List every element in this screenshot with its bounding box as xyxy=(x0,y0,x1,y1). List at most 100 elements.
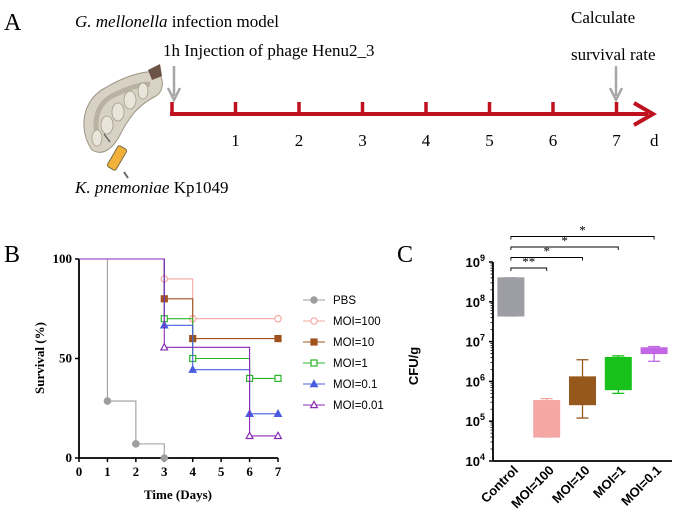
survival-step-line xyxy=(79,258,278,320)
survival-legend-item: MOI=0.01 xyxy=(303,400,384,412)
survival-point xyxy=(273,431,283,440)
survival-legend: PBS MOI=100 MOI=10 MOI=1 MOI=0.1 MOI=0.01 xyxy=(303,295,384,412)
cfu-box-moi-100 xyxy=(533,397,561,438)
survival-legend-item: MOI=10 xyxy=(303,337,374,349)
timeline-tick-label: 5 xyxy=(485,131,494,150)
survival-legend-marker xyxy=(309,379,319,388)
survival-point xyxy=(245,431,254,440)
cfu-boxes xyxy=(497,277,668,438)
cfu-box xyxy=(604,356,632,391)
timeline-tick-label: 7 xyxy=(612,131,621,150)
cfu-y-tick-label: 104 xyxy=(466,452,485,469)
survival-ylabel: Survival (%) xyxy=(32,322,47,394)
survival-legend-item: MOI=100 xyxy=(303,316,381,328)
cfu-y-tick-label: 109 xyxy=(466,253,485,270)
panel-a: A G. mellonella infection model 1h Injec… xyxy=(4,8,659,197)
timeline-unit: d xyxy=(650,131,659,150)
cfu-significance-label: ** xyxy=(522,254,535,269)
survival-point xyxy=(274,335,282,343)
strain-italic: K. pnemoniae xyxy=(74,178,170,197)
panel-c-letter: C xyxy=(397,242,413,268)
survival-legend-marker xyxy=(309,400,319,409)
survival-y-tick-label: 0 xyxy=(66,450,73,465)
survival-legend-item: MOI=0.1 xyxy=(303,379,377,391)
timeline-tick-label: 3 xyxy=(358,131,367,150)
cfu-significance-bracket: * xyxy=(510,233,619,250)
cfu-category-label: MOI=10 xyxy=(549,463,593,507)
cfu-box-moi-0-1 xyxy=(640,345,668,362)
survival-y-tick-label: 100 xyxy=(53,251,73,266)
survival-legend-label: PBS xyxy=(333,295,356,307)
survival-x-tick-label: 7 xyxy=(275,464,282,479)
cfu-box-moi-10 xyxy=(569,359,596,419)
timeline-tick-label: 6 xyxy=(549,131,558,150)
cfu-bracket-line xyxy=(510,257,583,261)
survival-point xyxy=(160,454,169,462)
survival-series-moi-100 xyxy=(79,258,282,323)
survival-legend-item: MOI=1 xyxy=(303,358,368,370)
survival-legend-label: MOI=1 xyxy=(333,358,368,370)
survival-point xyxy=(159,342,169,351)
survival-legend-label: MOI=100 xyxy=(333,316,381,328)
cfu-y-tick-label: 107 xyxy=(466,333,485,350)
survival-x-tick-label: 3 xyxy=(161,464,168,479)
survival-legend-marker xyxy=(310,338,318,346)
survival-x-tick-label: 5 xyxy=(218,464,225,479)
cfu-significance: ***** xyxy=(510,223,655,271)
cfu-significance-bracket: ** xyxy=(510,254,548,271)
cfu-box-control xyxy=(497,277,525,317)
survival-series-moi-0-1 xyxy=(79,258,283,418)
cfu-category-label: MOI=0.1 xyxy=(618,463,664,509)
panel-b: B 0 1 2 3 4 5 6 7 0 50 100 PBS MOI=100 MOI=10 MOI=1 MO… xyxy=(4,242,384,502)
syringe-icon xyxy=(103,133,129,179)
cfu-y-tick-label: 106 xyxy=(466,372,485,389)
injection-arrow xyxy=(166,66,182,103)
survival-legend-marker xyxy=(310,359,318,367)
cfu-box xyxy=(569,376,596,406)
survival-x-tick-label: 1 xyxy=(104,464,111,479)
survival-legend-label: MOI=0.01 xyxy=(333,400,384,412)
survival-legend-item: PBS xyxy=(303,295,356,307)
cfu-significance-bracket: * xyxy=(510,223,655,240)
survival-step-line xyxy=(79,258,278,415)
timeline-tick-label: 1 xyxy=(231,131,240,150)
model-title: G. mellonella infection model xyxy=(75,12,279,31)
timeline-arrowhead xyxy=(632,101,657,127)
calc-line2: survival rate xyxy=(571,45,656,64)
survival-series-moi-0-01 xyxy=(79,258,283,440)
larva-illustration xyxy=(83,64,163,153)
model-title-italic: G. mellonella xyxy=(75,12,168,31)
survival-series-moi-10 xyxy=(79,258,282,343)
panel-a-letter: A xyxy=(4,10,22,36)
cfu-box xyxy=(497,277,525,317)
timeline: 1 2 3 4 5 6 7 d xyxy=(170,101,659,150)
calc-line1: Calculate xyxy=(571,8,635,27)
survival-point xyxy=(273,408,283,418)
cfu-box xyxy=(533,400,561,438)
injection-label: 1h Injection of phage Henu2_3 xyxy=(163,41,375,60)
survival-x-tick-label: 0 xyxy=(76,464,83,479)
timeline-tick-label: 2 xyxy=(295,131,304,150)
timeline-ticks: 1 2 3 4 5 6 7 xyxy=(231,102,621,150)
survival-legend-marker xyxy=(310,296,318,304)
model-title-rest: infection model xyxy=(168,12,280,31)
survival-legend-marker xyxy=(310,317,318,325)
survival-point xyxy=(274,314,282,323)
cfu-box-moi-1 xyxy=(604,355,632,395)
cfu-bracket-line xyxy=(510,267,548,271)
survival-legend-label: MOI=0.1 xyxy=(333,379,377,391)
strain-rest: Kp1049 xyxy=(169,178,228,197)
survival-series-moi-1 xyxy=(79,258,282,382)
cfu-significance-bracket: * xyxy=(510,244,583,261)
cfu-significance-label: * xyxy=(579,223,586,238)
cfu-y-tick-label: 108 xyxy=(466,293,485,310)
calc-arrow xyxy=(608,66,624,103)
cfu-axes: 104 105 106 107 108 109 xyxy=(466,253,672,469)
survival-xlabel: Time (Days) xyxy=(144,487,212,502)
timeline-tick-label: 4 xyxy=(422,131,431,150)
survival-step-line xyxy=(79,258,165,458)
survival-point xyxy=(103,397,112,405)
